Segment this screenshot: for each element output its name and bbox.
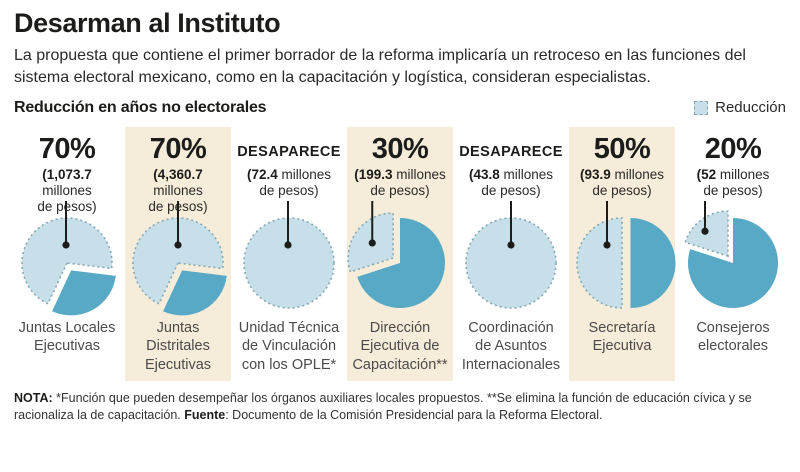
reduction-percent-label: 70% bbox=[38, 132, 96, 165]
entity-label: Unidad Técnica de Vinculación con los OP… bbox=[238, 319, 340, 373]
legend: Reducción bbox=[694, 99, 786, 116]
footnote-fuente-text: : Documento de la Comisión Presidencial … bbox=[225, 408, 603, 423]
pie-column: DESAPARECE (43.8 millones de pesos) Coord… bbox=[458, 127, 564, 381]
amount-label: (199.3 millones de pesos) bbox=[354, 166, 446, 198]
pie-column: 50% (93.9 millones de pesos) Secretaría E… bbox=[569, 126, 676, 381]
entity-label: Secretaría Ejecutiva bbox=[588, 319, 656, 355]
pie-column: 20% (52 millones de pesos) Consejeros ele… bbox=[680, 127, 786, 381]
reduction-percent-label: 20% bbox=[704, 132, 762, 165]
section-row: Reducción en años no electorales Reducci… bbox=[14, 99, 786, 117]
reduction-percent-label: 50% bbox=[593, 132, 651, 165]
entity-label: Consejeros electorales bbox=[696, 319, 770, 355]
page-subtitle: La propuesta que contiene el primer borr… bbox=[14, 47, 746, 86]
pie-column: DESAPARECE (72.4 millones de pesos) Unida… bbox=[236, 127, 342, 381]
pie-chart bbox=[132, 200, 227, 315]
footnote-nota-label: NOTA: bbox=[14, 390, 53, 405]
amount-label: (72.4 millones de pesos) bbox=[246, 166, 332, 198]
entity-label: Juntas Locales Ejecutivas bbox=[18, 319, 116, 355]
reduction-percent-label: 70% bbox=[149, 132, 207, 165]
pie-chart bbox=[347, 200, 445, 308]
footnote-nota-text: *Función que pueden desempeñar los órgan… bbox=[14, 390, 752, 423]
footnote-fuente-label: Fuente bbox=[184, 408, 226, 423]
pie-chart-row: 70% (1,073.7 millones de pesos) Juntas Lo… bbox=[14, 126, 786, 381]
pie-column: 70% (4,360.7 millones de pesos) Juntas Di… bbox=[125, 126, 231, 381]
pie-column: 70% (1,073.7 millones de pesos) Juntas Lo… bbox=[14, 127, 120, 381]
reduction-percent-label: 30% bbox=[371, 132, 429, 165]
amount-label: (1,073.7 millones de pesos) bbox=[37, 166, 97, 215]
amount-label: (43.8 millones de pesos) bbox=[468, 166, 554, 198]
reduction-percent-label: DESAPARECE bbox=[237, 143, 341, 160]
pie-chart bbox=[243, 200, 335, 309]
footnote: NOTA: *Función que pueden desempeñar los… bbox=[14, 390, 786, 426]
reduction-swatch-icon bbox=[694, 100, 709, 115]
amount-label: (52 millones de pesos) bbox=[696, 166, 770, 198]
pie-chart bbox=[684, 200, 778, 308]
amount-label: (93.9 millones de pesos) bbox=[579, 166, 665, 198]
entity-label: Juntas Distritales Ejecutivas bbox=[144, 319, 212, 373]
legend-label: Reducción bbox=[715, 99, 786, 116]
pie-column: 30% (199.3 millones de pesos) Dirección E… bbox=[347, 126, 453, 381]
section-label: Reducción en años no electorales bbox=[14, 98, 267, 116]
pie-chart bbox=[21, 200, 116, 315]
pie-chart bbox=[576, 200, 676, 309]
entity-label: Dirección Ejecutiva de Capacitación** bbox=[352, 319, 448, 373]
amount-label: (4,360.7 millones de pesos) bbox=[148, 166, 208, 215]
reduction-percent-label: DESAPARECE bbox=[459, 143, 563, 160]
pie-chart bbox=[465, 200, 557, 309]
page-title: Desarman al Instituto bbox=[14, 8, 281, 38]
entity-label: Coordinación de Asuntos Internacionales bbox=[461, 319, 561, 373]
